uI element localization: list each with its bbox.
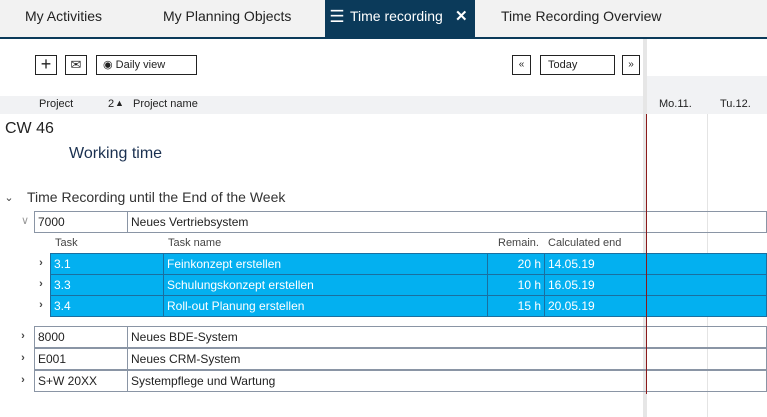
- project-id-cell[interactable]: E001: [34, 348, 128, 370]
- menu-icon[interactable]: ☰: [329, 7, 345, 26]
- column-project-name[interactable]: Project name: [133, 98, 198, 110]
- chevron-down-icon[interactable]: ⌄: [4, 192, 14, 204]
- tab-time-recording[interactable]: ☰ Time recording ✕: [325, 0, 475, 37]
- project-name-cell[interactable]: Neues CRM-System: [127, 348, 767, 370]
- column-calculated-end[interactable]: Calculated end: [548, 237, 622, 249]
- chevron-right-icon[interactable]: ›: [39, 299, 43, 311]
- calendar-header: Mo.11. Tu.12.: [647, 76, 767, 114]
- close-icon[interactable]: ✕: [455, 8, 468, 25]
- chevron-right-icon[interactable]: ›: [39, 278, 43, 290]
- sort-ascending-icon[interactable]: ▲: [115, 98, 124, 108]
- chevron-down-icon[interactable]: ∨: [20, 215, 30, 227]
- today-button[interactable]: Today: [540, 55, 615, 75]
- day-tu-12: Tu.12.: [720, 98, 751, 110]
- chevron-right-icon[interactable]: ›: [21, 352, 25, 364]
- task-remain-cell[interactable]: 15 h: [487, 295, 545, 317]
- mail-button[interactable]: ✉: [65, 55, 87, 75]
- group-title: Time Recording until the End of the Week: [27, 189, 286, 205]
- tab-my-activities[interactable]: My Activities: [25, 8, 103, 24]
- task-end-cell[interactable]: 14.05.19: [544, 253, 767, 275]
- previous-button[interactable]: «: [512, 55, 531, 75]
- tab-time-recording-overview[interactable]: Time Recording Overview: [501, 8, 662, 24]
- chevron-right-icon[interactable]: ›: [21, 330, 25, 342]
- next-button[interactable]: »: [622, 55, 640, 75]
- task-header: Task Task name Remain. Calculated end: [0, 234, 643, 252]
- task-id-cell[interactable]: 3.4: [50, 295, 164, 317]
- eye-icon: ◉: [103, 59, 113, 71]
- tab-bar: My Activities My Planning Objects ☰ Time…: [0, 0, 767, 39]
- project-id-cell[interactable]: 7000: [34, 211, 128, 233]
- project-name-cell[interactable]: Systempflege und Wartung: [127, 370, 767, 392]
- task-name-cell[interactable]: Schulungskonzept erstellen: [163, 274, 488, 296]
- column-task-name[interactable]: Task name: [168, 237, 222, 249]
- task-id-cell[interactable]: 3.1: [50, 253, 164, 275]
- day-mo-11: Mo.11.: [659, 98, 692, 110]
- column-task[interactable]: Task: [55, 237, 78, 249]
- chevron-right-icon[interactable]: ›: [39, 257, 43, 269]
- daily-view-label: Daily view: [115, 59, 166, 71]
- plus-icon: +: [40, 54, 52, 74]
- column-header: Project 2 ▲ Project name: [0, 96, 643, 114]
- project-id-cell[interactable]: S+W 20XX: [34, 370, 128, 392]
- today-line: [646, 114, 647, 394]
- calendar-week: CW 46: [5, 120, 54, 137]
- tab-my-planning-objects[interactable]: My Planning Objects: [163, 8, 292, 24]
- task-end-cell[interactable]: 16.05.19: [544, 274, 767, 296]
- daily-view-button[interactable]: ◉ Daily view: [96, 55, 197, 75]
- panel-splitter[interactable]: [643, 39, 647, 417]
- task-name-cell[interactable]: Feinkonzept erstellen: [163, 253, 488, 275]
- sort-index: 2: [108, 98, 115, 110]
- add-button[interactable]: +: [35, 55, 57, 75]
- chevron-right-icon[interactable]: ›: [21, 374, 25, 386]
- project-id-cell[interactable]: 8000: [34, 326, 128, 348]
- task-remain-cell[interactable]: 10 h: [487, 274, 545, 296]
- tab-label: Time recording: [350, 8, 443, 24]
- task-end-cell[interactable]: 20.05.19: [544, 295, 767, 317]
- envelope-icon: ✉: [70, 57, 82, 72]
- task-name-cell[interactable]: Roll-out Planung erstellen: [163, 295, 488, 317]
- column-remain[interactable]: Remain.: [498, 237, 539, 249]
- task-id-cell[interactable]: 3.3: [50, 274, 164, 296]
- project-name-cell[interactable]: Neues BDE-System: [127, 326, 767, 348]
- working-time-label: Working time: [69, 145, 163, 162]
- project-name-cell[interactable]: Neues Vertriebsystem: [127, 211, 767, 233]
- task-remain-cell[interactable]: 20 h: [487, 253, 545, 275]
- column-project[interactable]: Project: [39, 98, 74, 110]
